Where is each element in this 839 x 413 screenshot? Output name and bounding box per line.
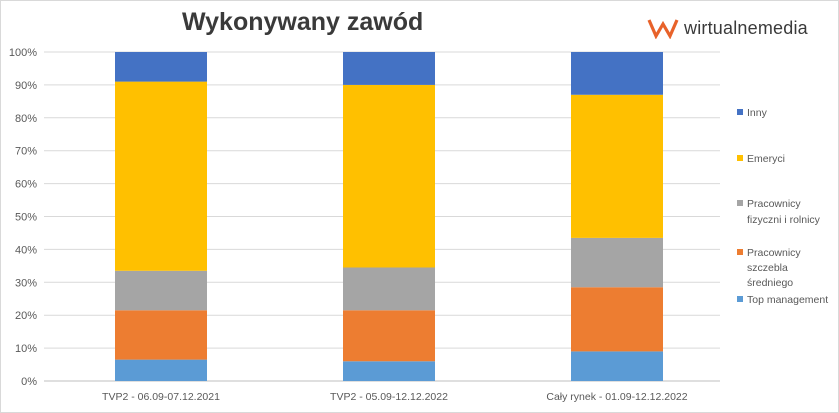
bar-segment — [571, 287, 663, 352]
x-category-label: TVP2 - 05.09-12.12.2022 — [330, 391, 448, 403]
bar-segment — [115, 359, 207, 381]
legend-label: Pracownicy szczebla średniego — [747, 247, 801, 289]
bar-segment — [571, 237, 663, 288]
x-category-label: TVP2 - 06.09-07.12.2021 — [102, 391, 220, 403]
bar-segment — [343, 84, 435, 268]
chart-title: Wykonywany zawód — [182, 8, 424, 36]
legend-label: Top management — [747, 294, 828, 306]
bar-segment — [571, 94, 663, 238]
bar-segment — [343, 310, 435, 362]
y-tick-label: 80% — [15, 113, 37, 125]
x-category-label: Cały rynek - 01.09-12.12.2022 — [546, 391, 687, 403]
brand-logo: wirtualnemedia — [647, 13, 808, 43]
y-tick-label: 60% — [15, 179, 37, 191]
bar-segment — [115, 270, 207, 311]
y-tick-label: 90% — [15, 80, 37, 92]
y-tick-label: 0% — [21, 376, 37, 388]
brand-name: wirtualnemedia — [684, 17, 808, 38]
legend-label: Inny — [747, 107, 768, 119]
legend-swatch — [737, 249, 743, 255]
bar-segment — [571, 351, 663, 381]
bar-segment — [343, 361, 435, 381]
y-tick-label: 50% — [15, 212, 37, 224]
bar-segment — [343, 267, 435, 311]
y-tick-label: 30% — [15, 277, 37, 289]
y-tick-label: 20% — [15, 310, 37, 322]
legend-swatch — [737, 296, 743, 302]
bar-segment — [571, 52, 663, 95]
legend-label: Pracownicy fizyczni i rolnicy — [747, 198, 821, 226]
y-tick-label: 40% — [15, 244, 37, 256]
legend-label: Emeryci — [747, 153, 785, 165]
brand-mark-icon — [647, 19, 679, 39]
legend-swatch — [737, 155, 743, 161]
legend-swatch — [737, 109, 743, 115]
bar-segment — [115, 52, 207, 82]
y-tick-label: 70% — [15, 146, 37, 158]
y-tick-label: 10% — [15, 343, 37, 355]
bar-segment — [115, 81, 207, 271]
legend-swatch — [737, 200, 743, 206]
y-tick-label: 100% — [9, 47, 37, 59]
bar-segment — [115, 310, 207, 360]
bar-segment — [343, 52, 435, 85]
